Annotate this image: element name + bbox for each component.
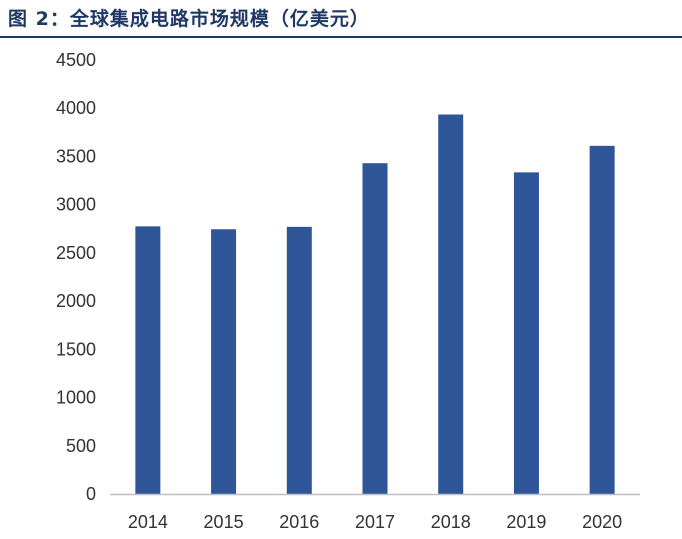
y-tick-label: 1500: [56, 339, 96, 359]
bar: [438, 114, 464, 494]
x-tick-label: 2017: [355, 512, 395, 532]
x-tick-label: 2018: [431, 512, 471, 532]
x-tick-label: 2019: [506, 512, 546, 532]
y-tick-label: 3500: [56, 146, 96, 166]
title-rule: [0, 36, 682, 38]
bar: [286, 226, 312, 495]
x-tick-label: 2016: [279, 512, 319, 532]
x-tick-label: 2020: [582, 512, 622, 532]
y-tick-label: 2000: [56, 291, 96, 311]
bar: [211, 229, 237, 494]
bar: [513, 172, 539, 494]
bar: [362, 163, 388, 494]
y-tick-label: 0: [86, 484, 96, 504]
y-tick-label: 500: [66, 436, 96, 456]
x-axis-ticks: 2014 2015 2016 2017 2018 2019 2020: [128, 512, 622, 532]
bar: [135, 226, 161, 494]
y-tick-label: 3000: [56, 195, 96, 215]
y-axis-ticks: 0 500 1000 1500 2000 2500 3000 3500 4000 4500: [56, 50, 96, 504]
x-tick-label: 2014: [128, 512, 168, 532]
y-tick-label: 4500: [56, 50, 96, 70]
bars: [135, 114, 615, 495]
y-tick-label: 2500: [56, 243, 96, 263]
x-tick-label: 2015: [204, 512, 244, 532]
figure-title: 图 2：全球集成电路市场规模（亿美元）: [8, 8, 370, 30]
y-tick-label: 4000: [56, 98, 96, 118]
y-tick-label: 1000: [56, 388, 96, 408]
bar: [589, 145, 615, 494]
